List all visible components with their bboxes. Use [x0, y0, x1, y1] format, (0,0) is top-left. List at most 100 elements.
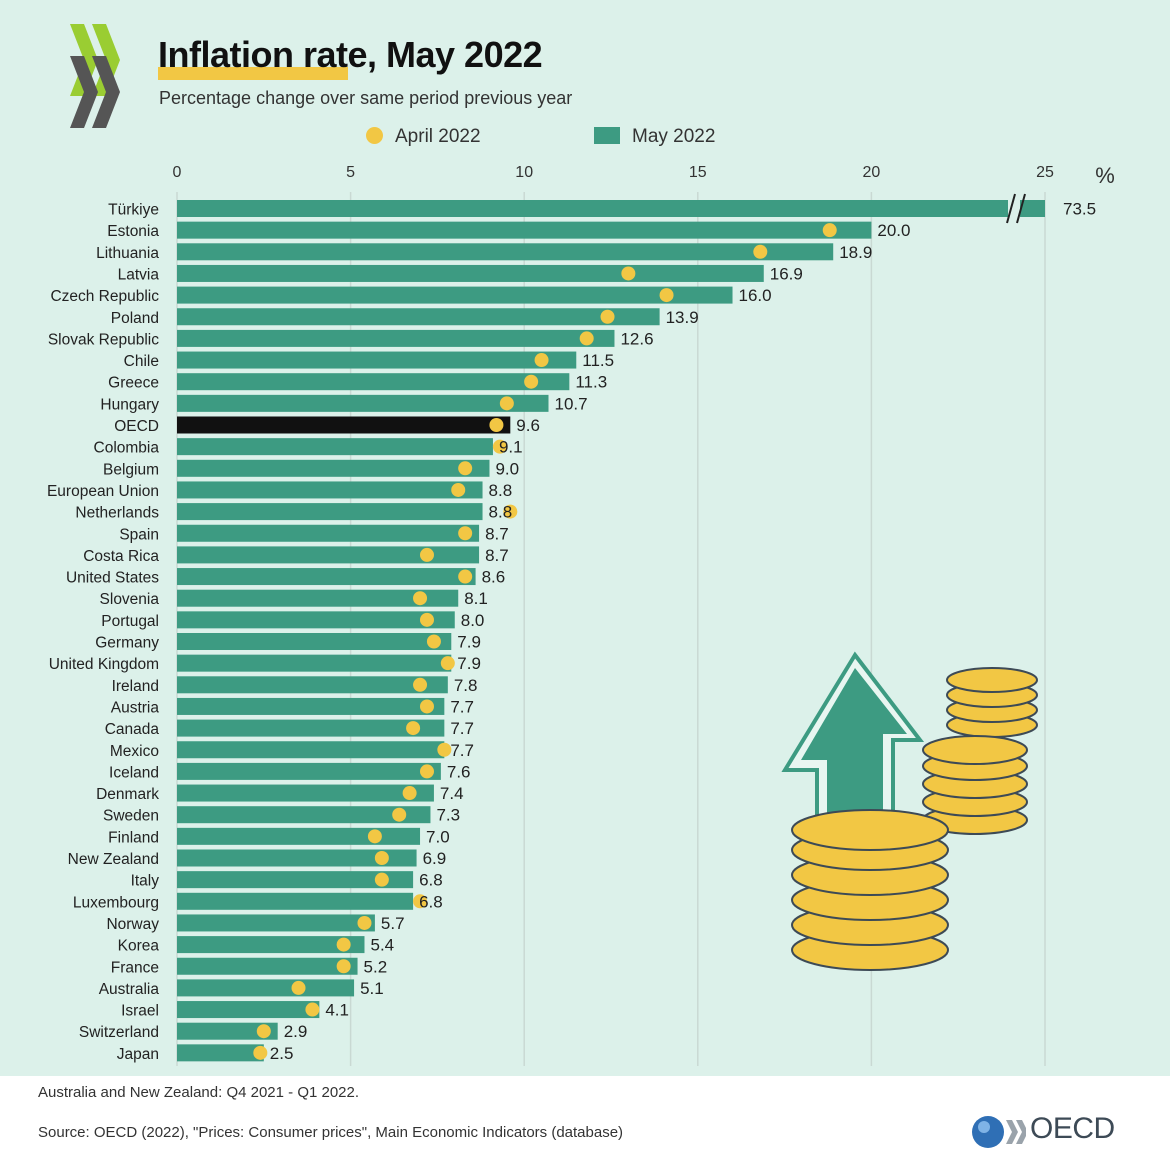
april-dot — [753, 244, 768, 259]
legend-april-label: April 2022 — [395, 126, 481, 147]
april-dot — [440, 656, 455, 671]
category-label: France — [111, 959, 159, 976]
value-label: 7.3 — [436, 806, 460, 825]
category-label: Czech Republic — [50, 288, 159, 305]
value-label: 4.1 — [325, 1001, 349, 1020]
april-dot — [534, 353, 549, 368]
april-dot — [458, 569, 473, 584]
category-label: Germany — [95, 635, 159, 652]
bar — [177, 221, 872, 239]
category-label: Luxembourg — [73, 894, 159, 911]
category-label: Australia — [99, 981, 160, 998]
legend-may-label: May 2022 — [632, 126, 716, 147]
bar — [177, 524, 480, 542]
bar — [177, 438, 493, 456]
value-label: 8.8 — [489, 481, 513, 500]
april-dot — [256, 1024, 271, 1039]
value-label: 8.6 — [482, 568, 506, 587]
value-label: 16.9 — [770, 264, 803, 283]
value-label: 20.0 — [877, 221, 910, 240]
april-dot — [458, 461, 473, 476]
bar-chart: 0 5 10 15 20 25% 73.5 20.0 18.9 16.9 16.0 13.9 12.6… — [47, 163, 1115, 1066]
bar — [177, 351, 577, 369]
april-dot — [392, 807, 407, 822]
category-label: United States — [66, 570, 159, 587]
bar — [177, 719, 445, 737]
bar — [177, 676, 448, 694]
april-dot — [489, 418, 504, 432]
bar — [177, 741, 445, 759]
bar — [177, 243, 834, 261]
bar — [177, 936, 365, 954]
april-dot — [659, 288, 674, 303]
category-label: Japan — [117, 1046, 159, 1063]
x-tick-label: 10 — [515, 164, 533, 181]
value-label: 7.0 — [426, 827, 450, 846]
category-label: Korea — [118, 938, 160, 955]
value-label: 7.7 — [450, 741, 474, 760]
april-dot — [579, 331, 594, 346]
value-label: 7.9 — [457, 654, 481, 673]
axis-break — [1008, 197, 1020, 220]
bar — [177, 1044, 264, 1062]
bar — [177, 633, 452, 650]
legend-dot-icon — [366, 127, 383, 144]
category-label: OECD — [114, 418, 159, 435]
value-label: 7.4 — [440, 784, 464, 803]
april-dot — [419, 547, 434, 562]
april-dot — [374, 872, 389, 887]
axis-break-mark — [1016, 193, 1026, 224]
april-dot — [357, 915, 372, 930]
bar — [177, 481, 483, 499]
bar — [177, 200, 1045, 217]
coins-arrow-illustration-icon — [781, 651, 1038, 971]
category-label: Costa Rica — [83, 548, 159, 565]
bar — [177, 784, 434, 802]
category-label: New Zealand — [68, 851, 159, 868]
oecd-chevron-logo-icon — [70, 24, 120, 128]
category-label: Slovak Republic — [48, 331, 159, 348]
april-dot — [336, 937, 351, 952]
april-dot — [374, 851, 389, 865]
category-label: Denmark — [96, 786, 159, 803]
value-label: 7.7 — [450, 719, 474, 738]
oecd-brand: OECD — [1030, 1112, 1115, 1145]
april-dot — [367, 829, 382, 844]
april-dot — [492, 439, 507, 454]
category-label: Austria — [111, 699, 160, 716]
category-label: Spain — [119, 526, 159, 543]
bar — [177, 1001, 320, 1019]
bar — [177, 264, 764, 282]
category-label: Canada — [105, 721, 160, 738]
x-tick-label: 5 — [346, 164, 355, 181]
bar — [177, 654, 452, 672]
value-label: 10.7 — [555, 394, 588, 413]
april-dot — [503, 504, 518, 519]
bar — [177, 827, 421, 845]
category-label: Italy — [131, 873, 160, 890]
bar — [177, 914, 375, 932]
bar — [177, 1022, 278, 1040]
value-label: 73.5 — [1063, 200, 1096, 219]
april-dot — [426, 634, 441, 649]
value-label: 6.8 — [419, 892, 443, 911]
april-dot — [413, 591, 428, 606]
category-label: Norway — [106, 916, 159, 933]
chart-subtitle: Percentage change over same period previ… — [159, 88, 573, 108]
bar — [177, 979, 355, 997]
legend-bar-icon — [594, 127, 620, 144]
bar — [177, 459, 490, 477]
x-tick-label: 20 — [863, 164, 881, 181]
category-label: Sweden — [103, 808, 159, 825]
category-label: Estonia — [107, 223, 159, 240]
category-label: European Union — [47, 483, 159, 500]
value-label: 16.0 — [739, 286, 772, 305]
category-label: Greece — [108, 375, 159, 392]
value-label: 11.5 — [582, 351, 614, 370]
oecd-globe-logo-icon — [972, 1116, 1026, 1148]
value-label: 18.9 — [839, 243, 872, 262]
value-label: 6.8 — [419, 871, 443, 890]
legend-april: April 2022 — [366, 126, 481, 148]
bar — [177, 589, 459, 607]
value-label: 9.1 — [499, 438, 523, 457]
